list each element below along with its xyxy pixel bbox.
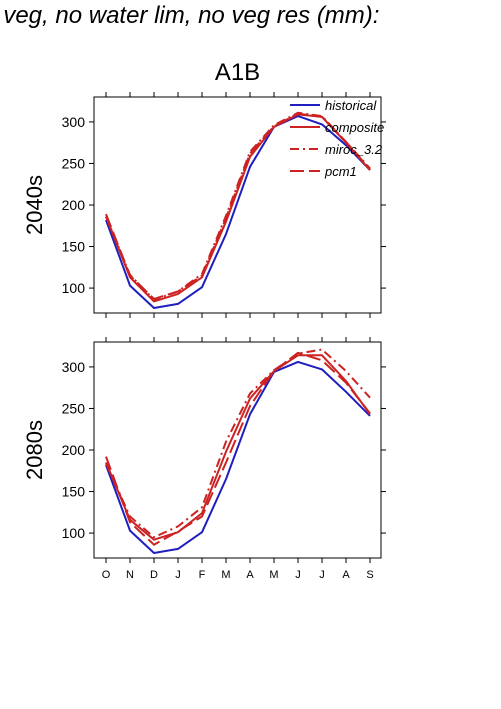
- x-tick-label: D: [150, 569, 158, 581]
- x-tick-label: O: [102, 569, 111, 581]
- legend-label-composite: composite: [325, 120, 384, 135]
- series-line-pcm1: [105, 112, 371, 300]
- y-tick-label: 250: [62, 155, 86, 171]
- y-tick-label: 200: [62, 442, 86, 458]
- x-tick-label: J: [319, 569, 325, 581]
- scenario-label: A1B: [215, 59, 260, 86]
- y-tick-label: 150: [62, 484, 86, 500]
- x-tick-label: J: [175, 569, 181, 581]
- panel-label-2080s: 2080s: [22, 420, 47, 480]
- y-tick-label: 100: [62, 280, 86, 296]
- y-tick-label: 250: [62, 400, 86, 416]
- page-title: f veg, no water lim, no veg res (mm):: [0, 2, 380, 29]
- series-line-miroc_3.2: [105, 348, 371, 539]
- y-tick-label: 100: [62, 525, 86, 541]
- y-tick-label: 300: [62, 359, 86, 375]
- x-tick-label: A: [342, 569, 350, 581]
- series-line-historical: [105, 360, 371, 554]
- legend-label-miroc_3.2: miroc_3.2: [325, 142, 383, 157]
- y-tick-label: 150: [62, 239, 86, 255]
- legend-label-pcm1: pcm1: [324, 164, 357, 179]
- series-line-composite: [105, 354, 371, 541]
- x-tick-label: S: [366, 569, 373, 581]
- y-tick-label: 300: [62, 114, 86, 130]
- x-tick-label: N: [126, 569, 134, 581]
- series-line-miroc_3.2: [105, 111, 371, 301]
- legend-label-historical: historical: [325, 98, 377, 113]
- x-tick-label: M: [269, 569, 278, 581]
- series-line-composite: [105, 113, 371, 303]
- x-tick-label: F: [199, 569, 206, 581]
- series-line-pcm1: [105, 351, 371, 546]
- series-line-historical: [105, 115, 371, 309]
- panel-label-2040s: 2040s: [22, 175, 47, 235]
- x-tick-label: J: [295, 569, 301, 581]
- x-tick-label: M: [221, 569, 230, 581]
- x-tick-label: A: [246, 569, 254, 581]
- y-tick-label: 200: [62, 197, 86, 213]
